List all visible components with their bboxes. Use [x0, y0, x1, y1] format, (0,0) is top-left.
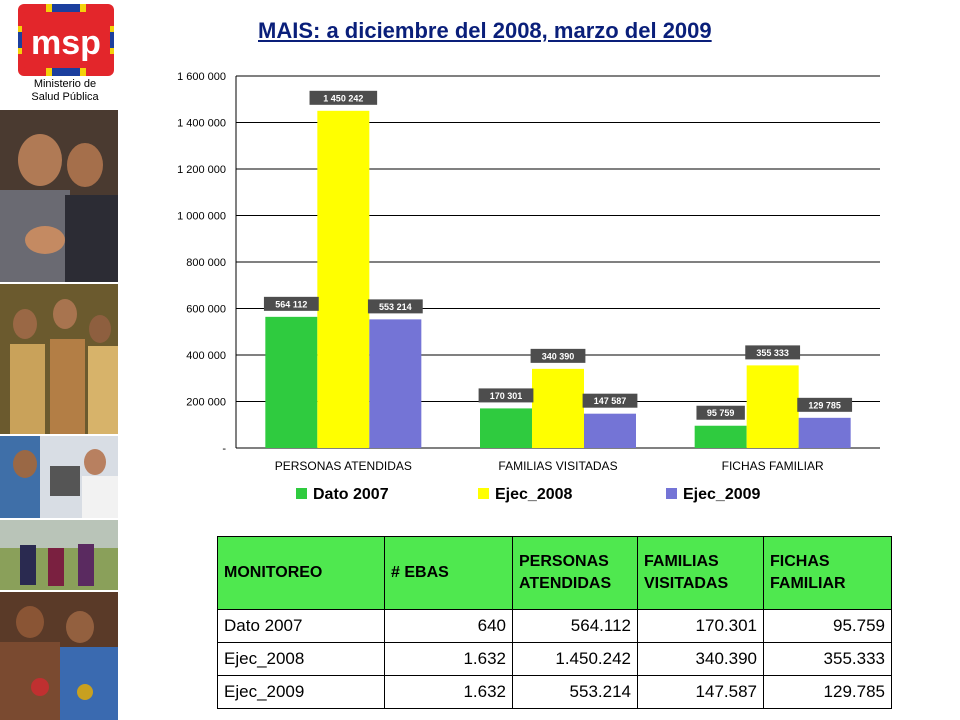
eye-exam-photo [0, 436, 118, 518]
bar [317, 110, 370, 449]
table-cell: 170.301 [637, 609, 764, 643]
header-monitoreo: MONITOREO [217, 536, 385, 610]
bar [746, 365, 799, 448]
chart-data-labels: 564 112 1 450 242 553 214 170 301 340 390 147… [263, 90, 853, 420]
page-title: MAIS: a diciembre del 2008, marzo del 20… [258, 18, 712, 43]
legend-swatch [296, 488, 307, 499]
data-label-bg [696, 405, 745, 420]
table-cell: Dato 2007 [217, 609, 385, 643]
table-cell: 640 [384, 609, 513, 643]
data-label: 95 759 [707, 408, 735, 418]
y-tick-label: - [222, 443, 226, 455]
data-label: 147 587 [594, 396, 627, 406]
logo-caption-line2: Salud Pública [31, 91, 99, 103]
data-label-bg [530, 348, 586, 363]
chart-bars [265, 110, 851, 449]
family-photo [0, 110, 118, 282]
bar [798, 417, 851, 448]
table-row: Ejec_2009 1.632 553.214 147.587 129.785 [217, 675, 892, 709]
legend-label: Ejec_2008 [495, 486, 573, 503]
data-label-bg [263, 296, 319, 311]
table-header-row: MONITOREO # EBAS PERSONAS ATENDIDAS FAMI… [217, 536, 892, 610]
y-tick-label: 600 000 [186, 304, 226, 316]
data-label: 1 450 242 [323, 93, 363, 103]
table-cell: 147.587 [637, 675, 764, 709]
table-cell: 564.112 [512, 609, 638, 643]
logo-caption-line1: Ministerio de [33, 78, 97, 90]
bar [532, 368, 584, 448]
data-label-bg [797, 397, 853, 412]
table-cell: 1.632 [384, 675, 513, 709]
data-label: 170 301 [490, 391, 523, 401]
legend-label: Dato 2007 [313, 486, 389, 503]
bar [369, 319, 422, 448]
data-label: 564 112 [275, 299, 307, 309]
data-label-bg [309, 90, 378, 105]
table-cell: 340.390 [637, 642, 764, 676]
legend-label: Ejec_2009 [683, 486, 761, 503]
data-label: 553 214 [379, 302, 412, 312]
msp-logo: msp [18, 4, 114, 76]
table-cell: Ejec_2008 [217, 642, 385, 676]
bar [584, 413, 636, 448]
x-category-label: FAMILIAS VISITADAS [498, 459, 617, 473]
y-tick-label: 1 400 000 [177, 118, 226, 130]
table-cell: 355.333 [763, 642, 892, 676]
data-label-bg [367, 299, 423, 314]
header-familias-visitadas: FAMILIAS VISITADAS [637, 536, 764, 610]
chart-axes: - 200 000 400 000 600 000 800 000 1 000 000 1 … [177, 71, 824, 473]
table-row: Ejec_2008 1.632 1.450.242 340.390 355.33… [217, 642, 892, 676]
table-cell: 553.214 [512, 675, 638, 709]
table-cell: 1.632 [384, 642, 513, 676]
monitoring-table: MONITOREO # EBAS PERSONAS ATENDIDAS FAMI… [217, 536, 892, 709]
data-label: 129 785 [808, 400, 841, 410]
logo-text: msp [31, 24, 101, 62]
x-category-label: PERSONAS ATENDIDAS [275, 459, 412, 473]
rural-people-photo [0, 520, 118, 590]
logo-caption: Ministerio de Salud Pública [10, 78, 120, 104]
data-label-bg [478, 388, 534, 403]
table-cell: 129.785 [763, 675, 892, 709]
table-cell: 1.450.242 [512, 642, 638, 676]
bar [265, 316, 318, 448]
indigenous-women-photo [0, 592, 118, 720]
community-group-photo [0, 284, 118, 434]
bar [694, 425, 747, 448]
x-category-label: FICHAS FAMILIAR [722, 459, 824, 473]
legend-swatch [478, 488, 489, 499]
legend-swatch [666, 488, 677, 499]
y-tick-label: 1 200 000 [177, 164, 226, 176]
y-tick-label: 1 000 000 [177, 211, 226, 223]
data-label: 355 333 [756, 348, 789, 358]
y-tick-label: 400 000 [186, 350, 226, 362]
header-ebas: # EBAS [384, 536, 513, 610]
y-tick-label: 200 000 [186, 397, 226, 409]
table-row: Dato 2007 640 564.112 170.301 95.759 [217, 609, 892, 643]
table-cell: 95.759 [763, 609, 892, 643]
data-label: 340 390 [542, 351, 575, 361]
table-cell: Ejec_2009 [217, 675, 385, 709]
sidebar: msp Ministerio de Salud Pública [0, 0, 118, 720]
data-label-bg [582, 393, 638, 408]
bar-chart: - 200 000 400 000 600 000 800 000 1 000 000 1 … [177, 71, 880, 503]
y-tick-label: 1 600 000 [177, 71, 226, 83]
y-tick-label: 800 000 [186, 257, 226, 269]
header-personas-atendidas: PERSONAS ATENDIDAS [512, 536, 638, 610]
bar [480, 408, 532, 448]
header-fichas-familiar: FICHAS FAMILIAR [763, 536, 892, 610]
data-label-bg [745, 345, 801, 360]
chart-legend: Dato 2007 Ejec_2008 Ejec_2009 [296, 486, 761, 503]
